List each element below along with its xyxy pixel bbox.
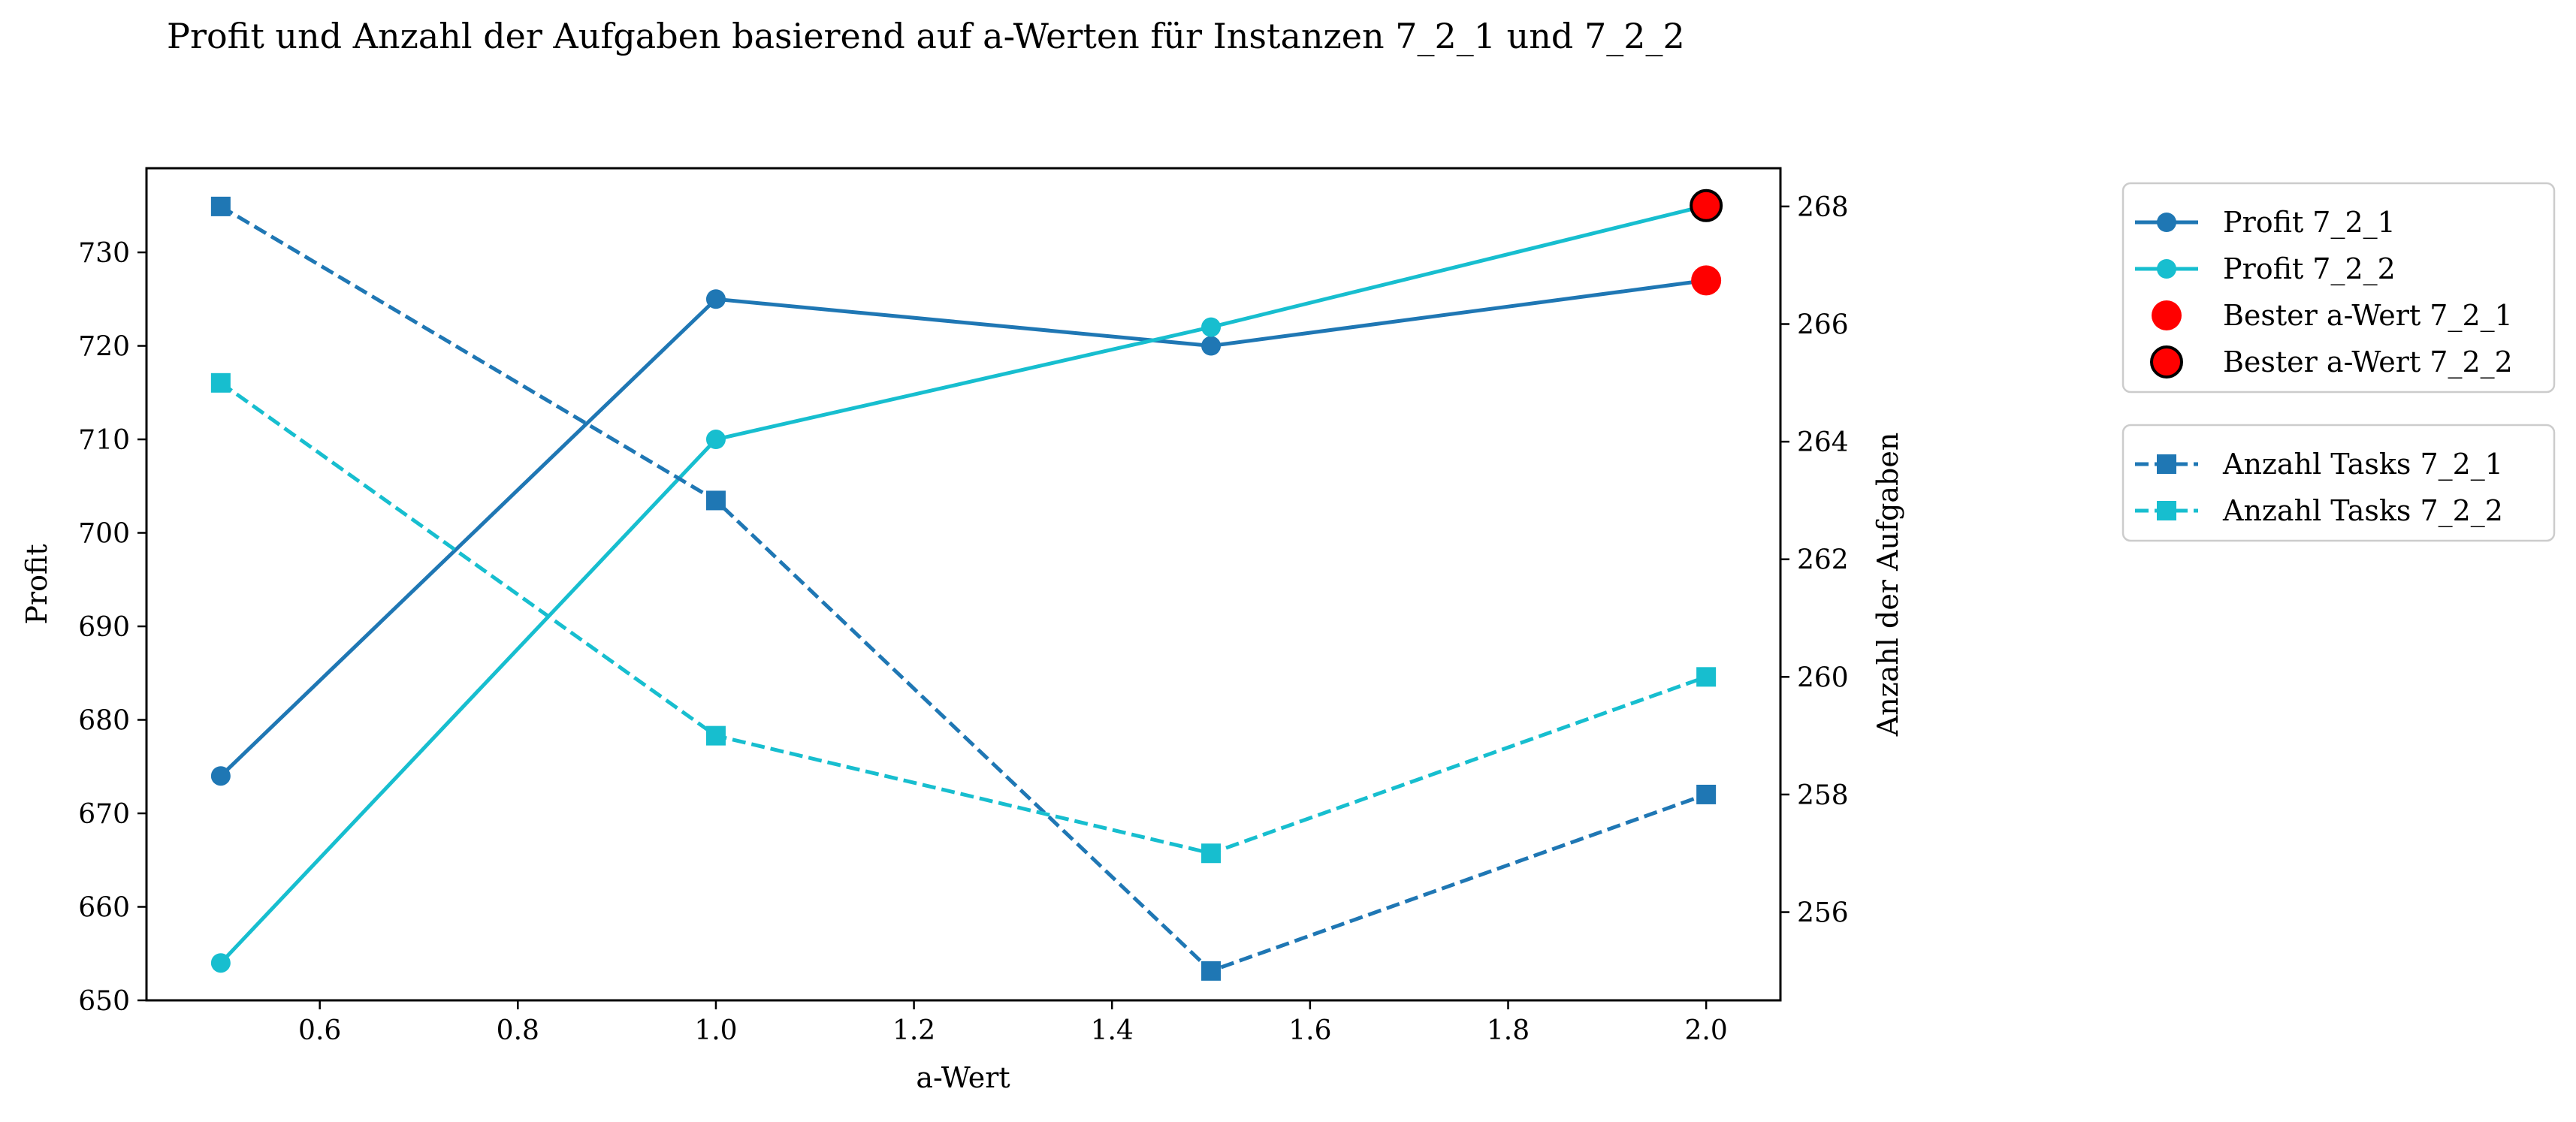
x-tick-label: 2.0 [1685, 1015, 1728, 1046]
best-point-bester-a-wert-7-2-2 [1690, 189, 1723, 222]
y-left-tick-label: 720 [78, 332, 130, 363]
legend-label: Profit 7_2_1 [2223, 206, 2396, 240]
data-point-profit-7-2-2 [1201, 317, 1222, 337]
data-point-anzahl-tasks-7-2-1 [1696, 784, 1717, 804]
y-axis-label-left: Profit [20, 544, 53, 624]
series-line-anzahl-tasks-7-2-2 [219, 381, 1707, 855]
data-point-anzahl-tasks-7-2-1 [210, 196, 231, 216]
y-left-tick-label: 660 [78, 893, 130, 924]
data-point-anzahl-tasks-7-2-1 [1201, 961, 1222, 981]
y-axis-label-right: Anzahl der Aufgaben [1871, 433, 1904, 737]
legend-handle-marker [2150, 345, 2183, 379]
y-left-tick-label: 690 [78, 612, 130, 643]
y-right-tick-label: 256 [1797, 898, 1849, 929]
y-right-tick-label: 258 [1797, 780, 1849, 811]
y-left-tick-label: 650 [78, 986, 130, 1017]
x-tick-label: 1.2 [892, 1015, 935, 1046]
data-point-profit-7-2-1 [1201, 336, 1222, 356]
x-tick-label: 1.6 [1288, 1015, 1331, 1046]
legend-layer: Profit 7_2_1 Profit 7_2_2 Bester a-Wert 7_… [2122, 182, 2556, 542]
y-left-tick-label: 730 [78, 238, 130, 269]
y-right-tick-label: 266 [1797, 310, 1849, 341]
x-tick-label: 1.4 [1091, 1015, 1134, 1046]
x-tick-label: 0.6 [298, 1015, 341, 1046]
y-left-tick-label: 680 [78, 706, 130, 737]
data-point-anzahl-tasks-7-2-2 [705, 725, 726, 746]
data-point-anzahl-tasks-7-2-2 [1201, 843, 1222, 864]
y-right-tick-label: 264 [1797, 427, 1849, 458]
y-left-tick-label: 670 [78, 799, 130, 830]
legend-handle-marker [2157, 213, 2176, 232]
data-point-anzahl-tasks-7-2-2 [210, 372, 231, 393]
axes-layer: 0.6 0.8 1.0 1.2 1.4 1.6 1.8 2.0 650 660 670 680 690 7… [78, 192, 1848, 1046]
legend-handle-marker [2152, 300, 2182, 330]
legend-handle-marker [2157, 454, 2176, 474]
series-line-profit-7-2-2 [219, 204, 1707, 964]
x-tick-label: 0.8 [497, 1015, 539, 1046]
data-point-profit-7-2-1 [210, 766, 231, 786]
legend-handle-marker [2157, 501, 2176, 520]
y-left-tick-label: 700 [78, 519, 130, 550]
legend-handle-marker [2157, 259, 2176, 279]
data-point-profit-7-2-2 [705, 430, 726, 450]
plot-frame [145, 167, 1782, 1002]
y-right-tick-label: 260 [1797, 662, 1849, 693]
data-point-profit-7-2-1 [705, 289, 726, 309]
data-point-anzahl-tasks-7-2-2 [1696, 667, 1717, 687]
y-right-tick-label: 268 [1797, 192, 1849, 223]
legend-label: Bester a-Wert 7_2_1 [2223, 299, 2513, 333]
legend-label: Bester a-Wert 7_2_2 [2223, 345, 2513, 379]
data-point-anzahl-tasks-7-2-1 [705, 490, 726, 511]
y-right-tick-label: 262 [1797, 545, 1849, 576]
x-axis-label: a-Wert [916, 1061, 1010, 1094]
legend-profit [2122, 182, 2556, 394]
best-point-bester-a-wert-7-2-1 [1691, 265, 1722, 296]
chart-title: Profit und Anzahl der Aufgaben basierend… [167, 16, 1685, 56]
x-tick-label: 1.8 [1487, 1015, 1530, 1046]
data-point-profit-7-2-2 [210, 953, 231, 973]
legend-label: Anzahl Tasks 7_2_1 [2222, 448, 2503, 481]
legend-tasks [2122, 424, 2556, 542]
legend-label: Profit 7_2_2 [2223, 252, 2396, 286]
series-line-profit-7-2-1 [219, 278, 1707, 778]
legend-label: Anzahl Tasks 7_2_2 [2222, 494, 2503, 528]
plot-layer [210, 189, 1723, 981]
y-left-tick-label: 710 [78, 425, 130, 456]
x-tick-label: 1.0 [694, 1015, 737, 1046]
